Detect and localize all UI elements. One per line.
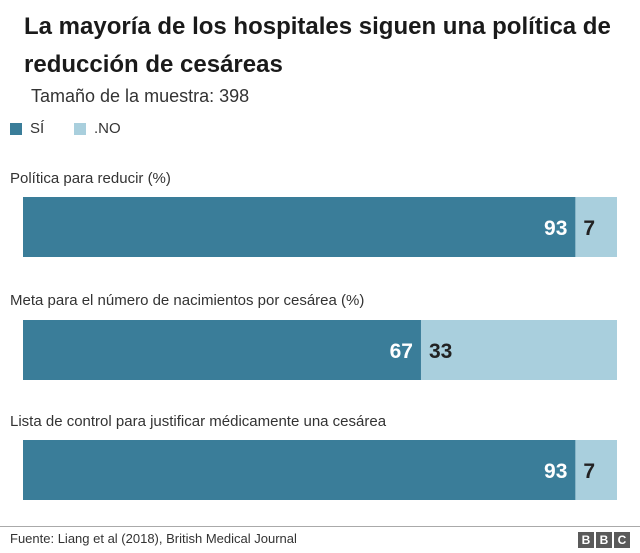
data-label-no: 33 [429, 340, 452, 363]
bar-segment-yes [23, 197, 576, 257]
bbc-logo: B B C [578, 532, 630, 548]
data-label-no: 7 [583, 217, 595, 240]
data-label-yes: 93 [544, 460, 567, 483]
data-label-no: 7 [583, 460, 595, 483]
chart-subtitle: Tamaño de la muestra: 398 [31, 86, 250, 106]
category-label: Lista de control para justificar médicam… [10, 413, 387, 430]
legend-label-yes: SÍ [30, 120, 45, 137]
bar-segment-no [575, 197, 617, 257]
legend-label-no: .NO [94, 120, 121, 137]
bar-segment-no [420, 320, 617, 380]
chart-title: La mayoría de los hospitales siguen una … [24, 13, 611, 78]
footer-divider [0, 526, 640, 527]
bar-segment-yes [23, 440, 576, 500]
source-note: Fuente: Liang et al (2018), British Medi… [10, 531, 297, 546]
category-label: Meta para el número de nacimientos por c… [10, 292, 364, 309]
stacked-bar-chart: Política para reducir (%) 93 7 Meta para el… [10, 170, 617, 500]
bbc-logo-letter: B [578, 532, 594, 548]
data-label-yes: 67 [390, 340, 413, 363]
bbc-logo-letter: B [596, 532, 612, 548]
legend-swatch-no [74, 123, 86, 135]
bbc-logo-letter: C [614, 532, 630, 548]
data-label-yes: 93 [544, 217, 567, 240]
bar-segment-yes [23, 320, 421, 380]
legend-swatch-yes [10, 123, 22, 135]
bar-segment-no [575, 440, 617, 500]
category-label: Política para reducir (%) [10, 170, 171, 187]
